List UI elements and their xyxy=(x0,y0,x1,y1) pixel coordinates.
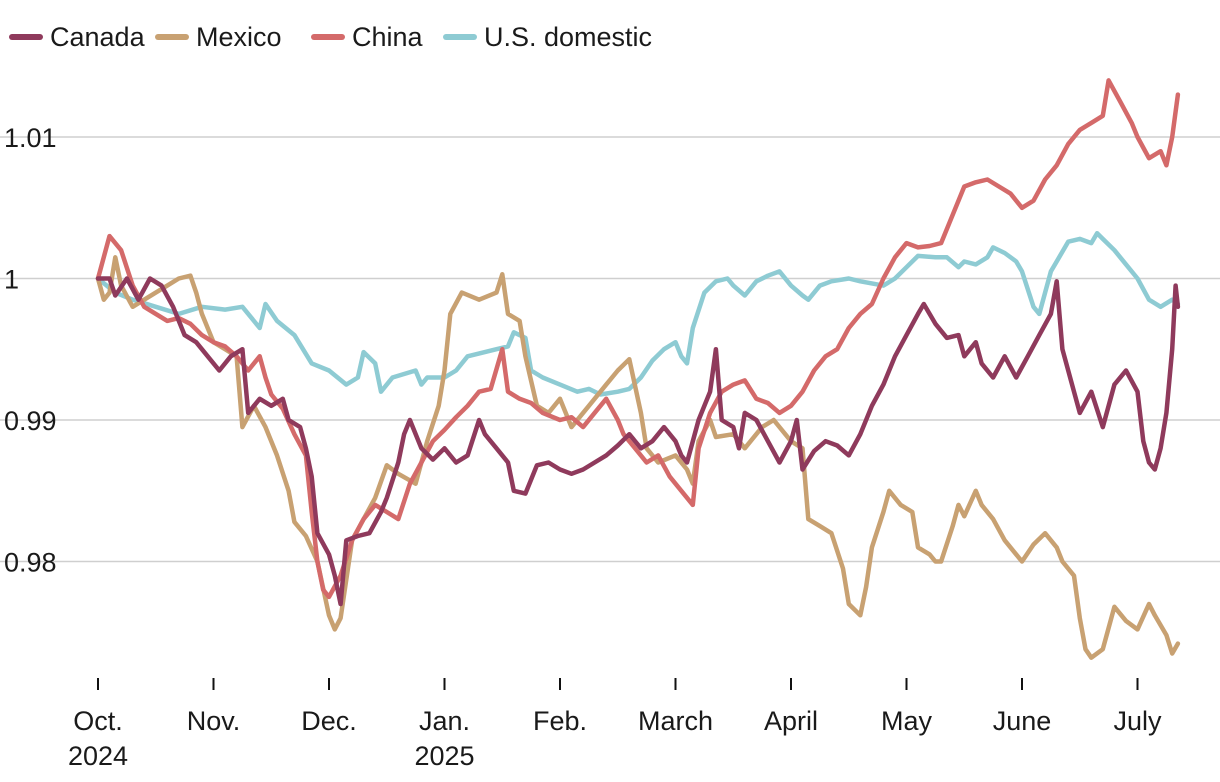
x-tick-label: March xyxy=(638,706,713,736)
series-line-mexico xyxy=(95,255,1181,660)
y-tick-label: 0.99 xyxy=(4,406,57,436)
x-tick-label: May xyxy=(881,706,933,736)
gridlines xyxy=(0,136,1220,563)
legend-label-canada: Canada xyxy=(50,22,146,52)
y-tick-label: 1.01 xyxy=(4,123,57,153)
series-line-u-s-domestic xyxy=(95,230,1181,397)
x-tick-year-label: 2024 xyxy=(68,741,128,771)
x-tick-label: Dec. xyxy=(301,706,357,736)
x-tick-year-label: 2025 xyxy=(414,741,474,771)
y-axis: 0.98 0.99 1 1.01 xyxy=(4,123,57,578)
x-tick-label: Jan. xyxy=(419,706,470,736)
y-tick-label: 1 xyxy=(4,265,19,295)
legend-label-u-s-domestic: U.S. domestic xyxy=(484,22,652,52)
series-line-china xyxy=(95,78,1181,600)
series-line-canada xyxy=(95,276,1181,607)
series-group xyxy=(95,78,1181,660)
x-tick-label: Oct. xyxy=(73,706,123,736)
x-tick-label: Nov. xyxy=(187,706,241,736)
x-tick-label: June xyxy=(993,706,1052,736)
legend-label-mexico: Mexico xyxy=(196,22,282,52)
x-tick-label: Feb. xyxy=(533,706,587,736)
x-tick-label: April xyxy=(764,706,818,736)
x-axis: Oct. 2024 Nov. Dec. Jan. 2025 Feb. March April Ma… xyxy=(68,678,1162,771)
y-tick-label: 0.98 xyxy=(4,548,57,578)
x-tick-label: July xyxy=(1113,706,1162,736)
legend-label-china: China xyxy=(352,22,424,52)
legend: Canada Mexico China U.S. domestic xyxy=(9,22,652,52)
